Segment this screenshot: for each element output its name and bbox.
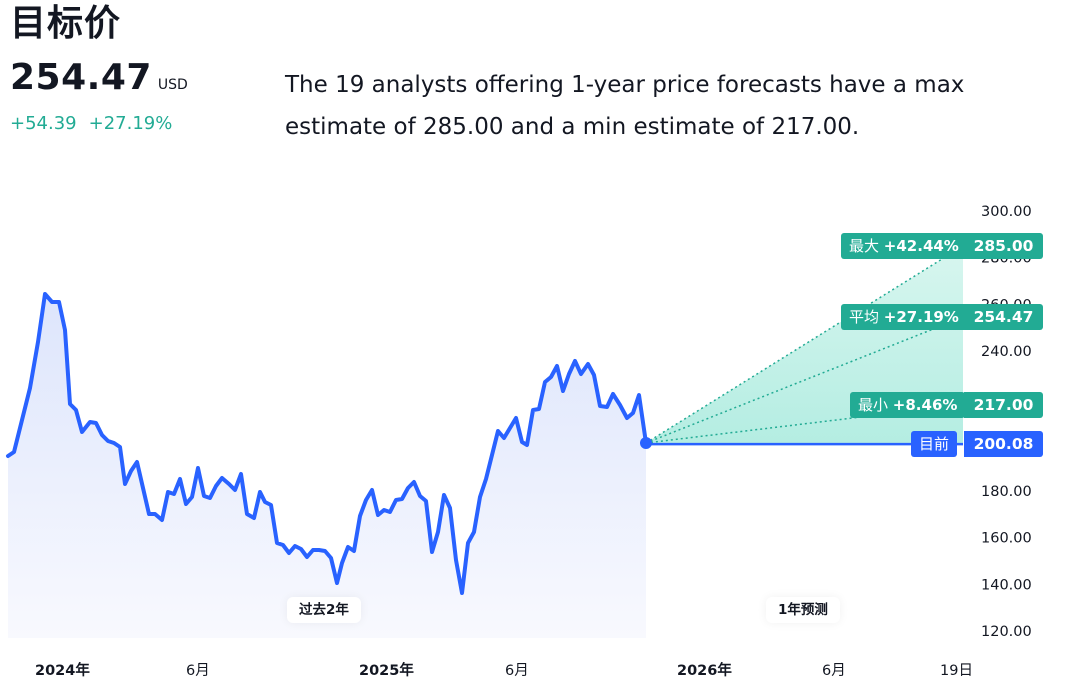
min-label-pct: +8.46% — [892, 396, 958, 414]
x-tick-label: 19日 — [940, 663, 973, 679]
forecast-period-badge: 1年预测 — [766, 597, 840, 623]
avg-label-pct: +27.19% — [883, 308, 959, 326]
max-label-pct: +42.44% — [883, 237, 959, 255]
y-tick-label: 240.00 — [981, 344, 1032, 360]
max-label-name: 最大 — [849, 237, 880, 255]
y-tick-label: 120.00 — [981, 624, 1032, 640]
past-period-badge: 过去2年 — [287, 597, 361, 623]
min-value-tag: 217.00 — [964, 392, 1043, 418]
target-price: 254.47 — [10, 57, 152, 98]
y-tick-label: 300.00 — [981, 204, 1032, 220]
x-tick-label: 6月 — [505, 663, 529, 679]
forecast-max-line — [645, 245, 964, 444]
price-line[interactable] — [6, 292, 648, 595]
max-value-tag: 285.00 — [964, 233, 1043, 259]
price-block: 254.47 USD — [10, 56, 188, 100]
analyst-summary: The 19 analysts offering 1-year price fo… — [285, 64, 1045, 148]
current-label-name: 目前 — [919, 435, 950, 453]
max-label: 最大 +42.44% — [841, 233, 967, 259]
x-axis: 2024年 6月 2025年 6月 2026年 6月 19日 — [35, 661, 973, 679]
x-tick-label: 6月 — [186, 663, 210, 679]
forecast-avg-line — [645, 316, 964, 444]
summary-line-2: estimate of 285.00 and a min estimate of… — [285, 114, 860, 140]
y-tick-label: 160.00 — [981, 531, 1032, 547]
y-tick-label: 180.00 — [981, 484, 1032, 500]
y-tick-label: 140.00 — [981, 577, 1032, 593]
summary-line-1: The 19 analysts offering 1-year price fo… — [285, 72, 965, 98]
change-absolute: +54.39 — [10, 113, 77, 134]
avg-label-name: 平均 — [849, 308, 880, 326]
page-title: 目标价 — [10, 3, 122, 44]
x-tick-label: 2026年 — [677, 661, 732, 679]
current-label: 目前 — [911, 431, 958, 457]
x-tick-label: 2024年 — [35, 661, 90, 679]
current-value-tag: 200.08 — [964, 431, 1043, 457]
min-label: 最小 +8.46% — [850, 392, 966, 418]
price-change: +54.39 +27.19% — [10, 112, 172, 136]
y-axis: 300.00280.00260.00240.00220.00200.00180.… — [981, 204, 1032, 640]
current-price-dot[interactable] — [640, 437, 652, 449]
change-percent: +27.19% — [88, 113, 173, 134]
min-label-name: 最小 — [858, 396, 889, 414]
price-area-fill — [8, 294, 646, 638]
x-tick-label: 2025年 — [359, 661, 414, 679]
avg-value-tag: 254.47 — [964, 304, 1043, 330]
x-tick-label: 6月 — [822, 663, 846, 679]
avg-label: 平均 +27.19% — [841, 304, 967, 330]
currency-label: USD — [157, 77, 188, 93]
